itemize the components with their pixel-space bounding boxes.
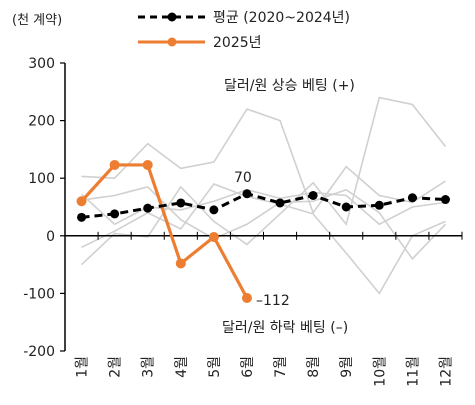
avg-series-point [308,190,318,200]
y-tick-label: 300 [28,56,55,72]
avg-series-point [341,202,351,212]
avg-series-point [374,200,384,210]
y-tick-label: -100 [23,286,55,302]
avg-series-point [110,209,120,219]
last-value-label: –112 [256,293,290,309]
x-tick-label: 5월 [207,356,223,378]
avg-series-point [440,195,450,205]
y-unit-label: (천 계약) [12,13,62,28]
legend-avg-label: 평균 (2020~2024년) [213,10,350,26]
y-tick-label: 100 [28,171,55,187]
x-tick-label: 3월 [141,356,157,378]
x-tick-label: 10월 [372,356,388,387]
lower-annotation: 달러/원 하락 베팅 (–) [222,320,348,336]
avg-series-point [143,203,153,213]
legend-avg-marker [167,12,177,22]
upper-annotation: 달러/원 상승 베팅 (+) [224,78,355,94]
series-2025-point [241,293,252,304]
avg-series-point [242,189,252,199]
background-line-5 [81,188,446,226]
series-layer [76,159,450,304]
axes: 300 200 100 0 -100 -200 1월 2월 3월 4월 5월 6월 7월 8월 9월 10월 1… [23,56,463,387]
background-line-4 [81,185,447,261]
avg-value-label: 70 [234,170,252,186]
series-2025-point [142,159,153,170]
series-2025-point [175,258,186,269]
legend-2025-label: 2025년 [213,35,262,51]
avg-series-point [275,198,285,208]
x-tick-label: 11월 [405,356,421,387]
avg-series-point [77,212,87,222]
avg-series-point [176,198,186,208]
y-tick-label: 200 [28,114,55,130]
x-tick-label: 7월 [273,356,289,378]
avg-series-line [81,192,446,219]
background-line-1 [81,108,446,215]
y-tick-label: -200 [23,344,55,360]
x-tick-label: 4월 [174,356,190,378]
series-2025-point [208,231,219,242]
avg-series-point [407,193,417,203]
series-2025-point [76,196,87,207]
background-lines [80,96,447,295]
legend-2025-marker [167,37,177,47]
x-tick-label: 2월 [108,356,124,378]
x-tick-label: 6월 [240,356,256,378]
series-2025-point [109,159,120,170]
x-tick-label: 12월 [438,356,454,387]
series-2025-line [80,163,249,299]
x-tick-label: 9월 [339,356,355,378]
legend: 평균 (2020~2024년) 2025년 [138,10,350,51]
y-tick-label: 0 [46,229,55,245]
background-line-3 [81,182,446,295]
x-tick-label: 1월 [75,356,91,378]
avg-series-point [209,205,219,215]
x-tick-label: 8월 [306,356,322,378]
